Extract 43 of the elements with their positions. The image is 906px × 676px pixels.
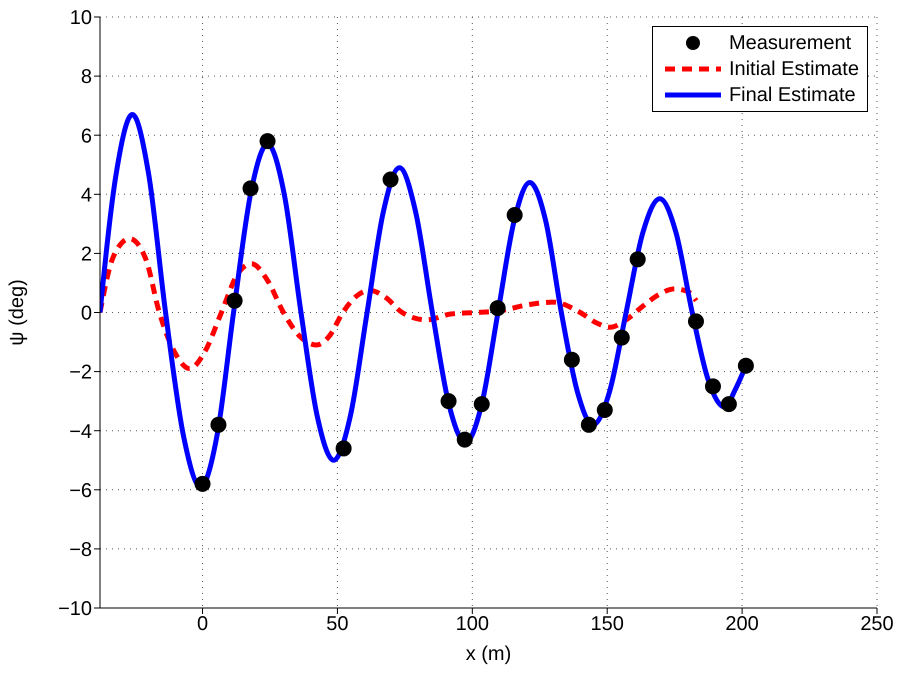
- x-tick-label: 150: [590, 613, 624, 636]
- x-tick-label: 50: [326, 613, 349, 636]
- y-tick-label: 8: [80, 66, 92, 88]
- x-tick-label: 250: [860, 613, 894, 636]
- point: [596, 402, 613, 418]
- x-tick-label: 100: [456, 613, 489, 636]
- y-tick-label: 4: [80, 184, 92, 206]
- point: [580, 416, 597, 433]
- legend-label: Initial Estimate: [728, 58, 859, 80]
- point: [474, 396, 490, 412]
- point: [382, 172, 399, 188]
- point: [260, 133, 276, 150]
- point: [630, 251, 646, 268]
- y-tick-label: 10: [70, 7, 92, 30]
- point: [226, 292, 243, 309]
- x-axis-title: x (m): [466, 643, 512, 665]
- point: [614, 330, 630, 346]
- point: [564, 352, 580, 368]
- point: [738, 358, 754, 374]
- point: [688, 313, 704, 330]
- y-tick-label: −2: [69, 362, 92, 384]
- point: [194, 476, 211, 492]
- point: [242, 180, 259, 196]
- y-tick-label: −6: [69, 480, 92, 502]
- point: [440, 393, 457, 410]
- point: [336, 440, 352, 456]
- y-tick-label: −10: [58, 598, 92, 620]
- point: [720, 396, 737, 412]
- legend-label: Measurement: [728, 32, 852, 54]
- y-axis-title: ψ (deg): [6, 279, 28, 346]
- x-tick-label: 200: [725, 613, 759, 636]
- x-tick-label: 0: [196, 613, 208, 636]
- legend-label: Final Estimate: [728, 84, 856, 106]
- y-tick-label: 6: [80, 125, 92, 148]
- point: [456, 432, 473, 448]
- y-tick-label: 0: [80, 302, 92, 325]
- y-tick-label: −4: [69, 420, 92, 443]
- point: [210, 416, 226, 433]
- y-tick-label: −8: [69, 539, 92, 561]
- point: [704, 378, 721, 394]
- point: [506, 206, 523, 223]
- point: [490, 300, 506, 316]
- y-tick-label: 2: [80, 244, 92, 266]
